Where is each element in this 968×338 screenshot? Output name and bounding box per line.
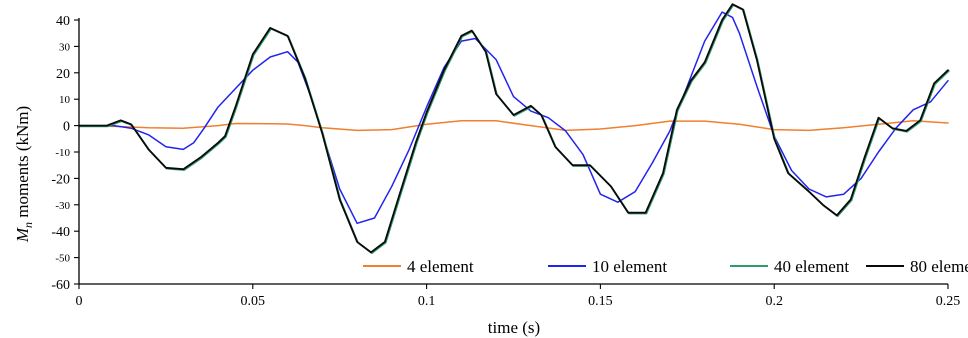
legend-label: 40 element <box>774 257 849 276</box>
x-tick-label: 0.05 <box>241 294 266 309</box>
y-tick-label: 20 <box>56 67 70 82</box>
x-tick-label: 0.1 <box>418 294 436 309</box>
y-tick-label: 0 <box>63 120 70 135</box>
legend-label: 4 element <box>407 257 474 276</box>
y-tick-label: -10 <box>55 147 70 159</box>
y-axis-title: Mn moments (kNm) <box>13 106 35 243</box>
legend-label: 80 element <box>910 257 968 276</box>
y-tick-label: -60 <box>51 278 70 293</box>
legend: 4 element 10 element 40 element 80 element <box>363 257 968 276</box>
series-line-10-element <box>78 11 949 225</box>
x-tick-label: 0.25 <box>936 294 961 309</box>
x-tick-label: 0.2 <box>765 294 783 309</box>
y-tick-label: 40 <box>56 14 70 29</box>
y-axis-title-subscript: n <box>21 222 35 228</box>
y-tick-label: -50 <box>55 253 70 265</box>
y-axis-title-symbol: M <box>13 227 32 243</box>
x-tick-label: 0 <box>76 294 83 309</box>
x-tick-label: 0.15 <box>588 294 613 309</box>
series-layer <box>78 3 950 255</box>
y-tick-label: -40 <box>51 225 70 240</box>
x-axis-title: time (s) <box>488 318 540 337</box>
ticks-layer: 40 30 20 10 0 -10 -20 -30 -40 -50 -60 0 0.05 0.1 0.15 0… <box>51 14 960 309</box>
y-tick-label: -30 <box>55 200 70 212</box>
y-tick-label: 30 <box>59 41 71 53</box>
y-tick-label: 10 <box>59 94 71 106</box>
series-line-4-element <box>78 120 949 132</box>
axes-layer <box>78 18 948 285</box>
legend-label: 10 element <box>592 257 667 276</box>
series-line-80-element <box>78 3 949 254</box>
y-axis-title-rest: moments (kNm) <box>13 106 32 222</box>
y-tick-label: -20 <box>51 172 70 187</box>
